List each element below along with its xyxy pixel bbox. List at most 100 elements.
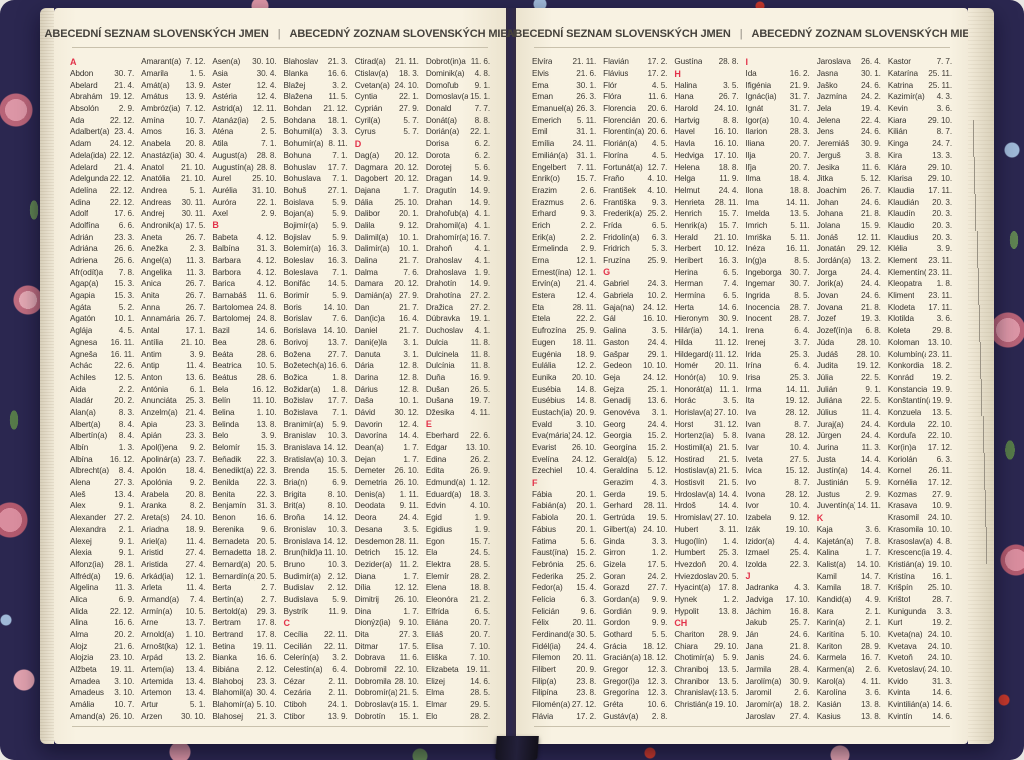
name-label: Elma (425, 688, 445, 698)
name-entry: Amália 10. 7. (70, 699, 134, 711)
nameday-date: 2. 5. (261, 115, 277, 125)
nameday-date: 24. 10. (394, 80, 419, 90)
name-entry: Honór(a) 10. 9. (674, 372, 738, 384)
name-label: Dagobert (354, 174, 388, 184)
name-label: Alica (70, 594, 88, 604)
name-entry: Borimír 5. 9. (284, 290, 348, 302)
nameday-date: 8. 4. (118, 419, 135, 429)
name-label: Evarist (532, 443, 557, 453)
name-entry: Ima 14. 11. (746, 196, 810, 208)
nameday-date: 7. 10. (470, 641, 490, 651)
nameday-date: 22. 3. (789, 559, 810, 569)
name-entry: Justín(a) 14. 4. (817, 465, 881, 477)
name-entry: Kalist(a) 14. 10. (817, 559, 881, 571)
name-label: Kilián (887, 127, 908, 137)
name-entry: Christián(a) 19. 10. (674, 699, 738, 711)
nameday-date: 23. 8. (576, 688, 597, 698)
nameday-date: 12. 5. (114, 372, 135, 382)
name-entry: Krescenc(ia) 19. 4. (888, 547, 952, 559)
name-entry: Gedeon 10. 10. (603, 360, 667, 372)
name-entry: Blahoboj 23. 3. (212, 675, 276, 687)
name-label: Engelbert (532, 162, 567, 172)
nameday-date: 19. 2. (932, 372, 952, 382)
name-label: Hypolit (674, 606, 699, 616)
name-label: Asia (212, 69, 228, 79)
name-entry: Františka 9. 3. (603, 196, 667, 208)
name-label: Konrád (887, 372, 914, 382)
nameday-date: 8. 10. (327, 489, 348, 499)
nameday-date: 13. 4. (185, 676, 206, 686)
nameday-date: 16. 9. (470, 372, 490, 382)
nameday-date: 24. 12. (643, 372, 668, 382)
name-entry: Kara 2. 1. (817, 605, 881, 617)
name-label: Bazil (212, 326, 230, 336)
name-entry: Kveta(na) 24. 10. (888, 629, 952, 641)
name-label: Kliment (887, 291, 915, 301)
nameday-date: 25. 3. (185, 396, 206, 406)
nameday-date: 28. 5. (470, 559, 490, 569)
nameday-date: 22. 12. (109, 185, 135, 195)
name-label: Kalina (816, 548, 839, 558)
nameday-date: 26. 10. (394, 478, 419, 488)
nameday-date: 10. 4. (789, 443, 810, 453)
nameday-date: 19. 4. (860, 104, 881, 114)
nameday-date: 21. 4. (114, 80, 135, 90)
nameday-date: 24. 10. (643, 524, 668, 534)
name-entry: Berta 2. 7. (212, 582, 276, 594)
name-entry: Alida 22. 12. (70, 605, 134, 617)
nameday-date: 26. 7. (185, 291, 206, 301)
name-label: Emerich (532, 115, 562, 125)
name-entry: Elektra 28. 5. (426, 559, 490, 571)
nameday-date: 21. 4. (185, 407, 206, 417)
nameday-date: 17. 2. (647, 57, 668, 67)
nameday-date: 5. 9. (332, 291, 348, 301)
nameday-date: 9. 6. (261, 524, 277, 534)
nameday-date: 31. 3. (932, 676, 952, 686)
name-entry: Hrdoslav(a) 14. 4. (674, 488, 738, 500)
name-entry: Jozef 19. 3. (817, 313, 881, 325)
name-label: Dagmara (354, 162, 388, 172)
nameday-date: 14. 12. (323, 536, 348, 546)
nameday-date: 20. 8. (185, 489, 206, 499)
name-label: Demeter (354, 466, 386, 476)
name-label: Brigita (283, 489, 307, 499)
name-label: Kaja (816, 524, 833, 534)
name-entry: Evarist 26. 10. (532, 442, 596, 454)
name-entry: Imriška 5. 11. (746, 231, 810, 243)
name-entry: Eleonóra 21. 2. (426, 594, 490, 606)
name-entry: Klaudián 20. 3. (888, 196, 952, 208)
nameday-date: 9. 12. (789, 513, 810, 523)
name-entry: Izák 19. 10. (746, 524, 810, 536)
name-label: Havla (674, 139, 695, 149)
name-label: Gertrúda (603, 513, 635, 523)
nameday-date: 24. 4. (647, 419, 668, 429)
name-entry: Jürgen 24. 4. (817, 430, 881, 442)
name-label: Deodata (354, 501, 385, 511)
nameday-date: 25. 10. (927, 583, 952, 593)
name-label: Jaško (816, 80, 838, 90)
name-entry: Brit(a) 8. 10. (284, 500, 348, 512)
nameday-date: 14. 1. (718, 326, 739, 336)
name-entry: Alica 6. 9. (70, 594, 134, 606)
name-label: Dražica (425, 302, 453, 312)
nameday-date: 2. 2. (580, 232, 597, 242)
name-label: Borimír (283, 291, 310, 301)
name-entry: Annamária 26. 7. (141, 313, 205, 325)
nameday-date: 6. 9. (332, 478, 348, 488)
nameday-date: 7. 6. (332, 314, 348, 324)
name-entry: Aurel 25. 10. (212, 173, 276, 185)
name-label: Arnold(a) (141, 630, 174, 640)
name-label: Konkordia (887, 361, 924, 371)
name-label: Fatima (532, 536, 557, 546)
nameday-date: 3. 2. (332, 653, 348, 663)
name-entry: Apolinár(a) 23. 7. (141, 453, 205, 465)
nameday-date: 25. 3. (718, 548, 739, 558)
name-entry: Elisa 7. 10. (426, 640, 490, 652)
name-label: Henrieta (674, 197, 705, 207)
name-entry: Alma 20. 2. (70, 629, 134, 641)
name-entry: Elvis 21. 6. (532, 68, 596, 80)
name-entry: Duchoslav 4. 1. (426, 325, 490, 337)
name-label: Detrich (354, 548, 380, 558)
name-entry: Kvinta 14. 6. (888, 687, 952, 699)
nameday-date: 27. 2. (470, 291, 490, 301)
